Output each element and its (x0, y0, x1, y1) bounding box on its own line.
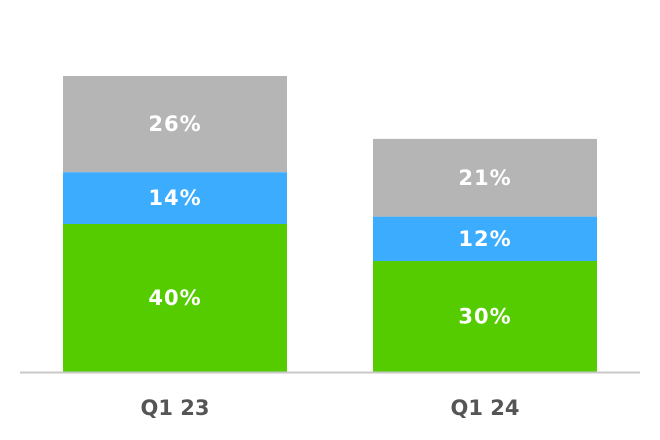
bar-segment (373, 261, 597, 372)
bar-segment (63, 224, 287, 372)
bar-segment (373, 138, 597, 217)
bar-segment (63, 172, 287, 224)
data-label: 14% (148, 186, 201, 210)
data-label: 21% (458, 166, 511, 190)
bar-segment (63, 76, 287, 173)
category-label: Q1 24 (451, 396, 520, 420)
bar-segment (373, 216, 597, 261)
bars-layer (63, 76, 597, 372)
category-labels-layer: Q1 23 Q1 24 (141, 396, 520, 420)
data-label: 12% (458, 227, 511, 251)
data-label: 26% (148, 112, 201, 136)
data-label: 30% (458, 305, 511, 329)
category-label: Q1 23 (141, 396, 210, 420)
segment-labels-layer: 40% 14% 26% 30% 12% 21% (148, 112, 511, 329)
data-label: 40% (148, 286, 201, 310)
